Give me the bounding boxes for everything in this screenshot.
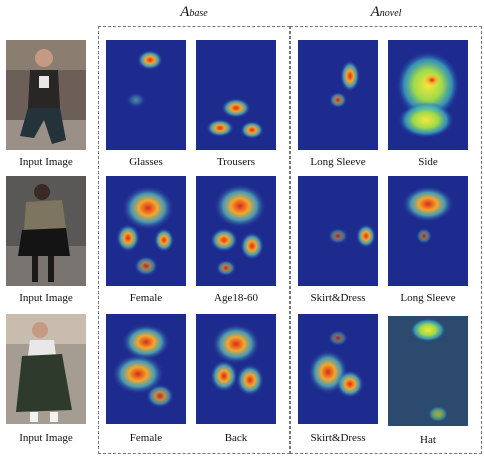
heatmap-row-2-base-2 — [196, 176, 276, 286]
attribute-caption-row-1-novel-1: Long Sleeve — [310, 156, 366, 168]
attribute-caption-row-2-base-2: Age18-60 — [214, 292, 258, 304]
base-header-main: A — [180, 4, 190, 20]
attribute-caption-row-3-novel-1: Skirt&Dress — [310, 432, 366, 444]
input-image-caption-row-3: Input Image — [19, 432, 73, 444]
novel-attributes-panel — [290, 26, 482, 454]
base-header-sub: base — [189, 8, 208, 19]
heatmap-row-1-base-2 — [196, 40, 276, 150]
attribute-caption-row-3-novel-2: Hat — [420, 434, 436, 446]
heatmap-row-2-novel-1 — [298, 176, 378, 286]
attribute-caption-row-2-novel-2: Long Sleeve — [400, 292, 456, 304]
attribute-caption-row-2-novel-1: Skirt&Dress — [310, 292, 366, 304]
heatmap-row-3-novel-1 — [298, 314, 378, 424]
heatmap-row-3-base-2 — [196, 314, 276, 424]
input-image-row-3 — [6, 314, 86, 424]
heatmap-row-1-novel-2 — [388, 40, 468, 150]
attribute-caption-row-1-base-2: Trousers — [216, 156, 256, 168]
base-attributes-header: Abase — [100, 4, 288, 21]
input-image-row-2 — [6, 176, 86, 286]
heatmap-row-1-novel-1 — [298, 40, 378, 150]
attribute-caption-row-1-novel-2: Side — [418, 156, 438, 168]
heatmap-row-3-base-1 — [106, 314, 186, 424]
novel-header-sub: novel — [379, 8, 402, 19]
novel-header-main: A — [370, 4, 380, 20]
attribute-caption-row-3-base-2: Back — [224, 432, 248, 444]
attribute-caption-row-1-base-1: Glasses — [129, 156, 163, 168]
base-attributes-panel — [98, 26, 290, 454]
input-image-caption-row-2: Input Image — [19, 292, 73, 304]
input-image-row-1 — [6, 40, 86, 150]
attribute-caption-row-2-base-1: Female — [129, 292, 163, 304]
novel-attributes-header: Anovel — [292, 4, 480, 21]
heatmap-row-1-base-1 — [106, 40, 186, 150]
attribute-caption-row-3-base-1: Female — [129, 432, 163, 444]
heatmap-row-2-base-1 — [106, 176, 186, 286]
input-image-caption-row-1: Input Image — [19, 156, 73, 168]
heatmap-row-3-novel-2 — [388, 316, 468, 426]
heatmap-row-2-novel-2 — [388, 176, 468, 286]
